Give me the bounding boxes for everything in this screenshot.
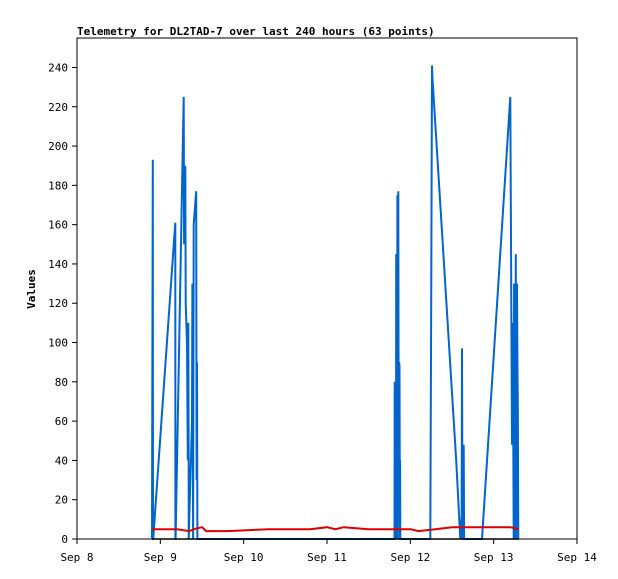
y-axis-label: Values	[25, 269, 38, 309]
x-axis: Sep 8 Sep 9 Sep 10 Sep 11 Sep 12 Sep 13 Sep 14	[60, 539, 597, 564]
y-tick-label: 80	[55, 376, 68, 389]
x-tick-label: Sep 12	[390, 551, 430, 564]
y-tick-label: 120	[48, 297, 68, 310]
y-tick-label: 220	[48, 101, 68, 114]
x-tick-label: Sep 13	[474, 551, 514, 564]
y-tick-label: 240	[48, 61, 68, 74]
series-line-1	[151, 65, 520, 540]
series-line-2	[152, 526, 519, 533]
y-tick-label: 0	[61, 533, 68, 546]
y-tick-label: 180	[48, 179, 68, 192]
y-tick-label: 160	[48, 219, 68, 232]
y-tick-label: 40	[55, 454, 68, 467]
x-tick-label: Sep 9	[144, 551, 177, 564]
y-tick-label: 140	[48, 258, 68, 271]
x-tick-label: Sep 11	[307, 551, 347, 564]
chart-title: Telemetry for DL2TAD-7 over last 240 hou…	[77, 25, 435, 38]
series-layer	[151, 65, 520, 540]
y-tick-label: 200	[48, 140, 68, 153]
x-tick-label: Sep 14	[557, 551, 597, 564]
x-tick-label: Sep 8	[60, 551, 93, 564]
y-tick-label: 20	[55, 494, 68, 507]
y-tick-label: 60	[55, 415, 68, 428]
x-tick-label: Sep 10	[224, 551, 264, 564]
y-tick-label: 100	[48, 337, 68, 350]
y-axis: 0 20 40 60 80 100 120 140 160 180 200 220 240	[48, 61, 77, 546]
